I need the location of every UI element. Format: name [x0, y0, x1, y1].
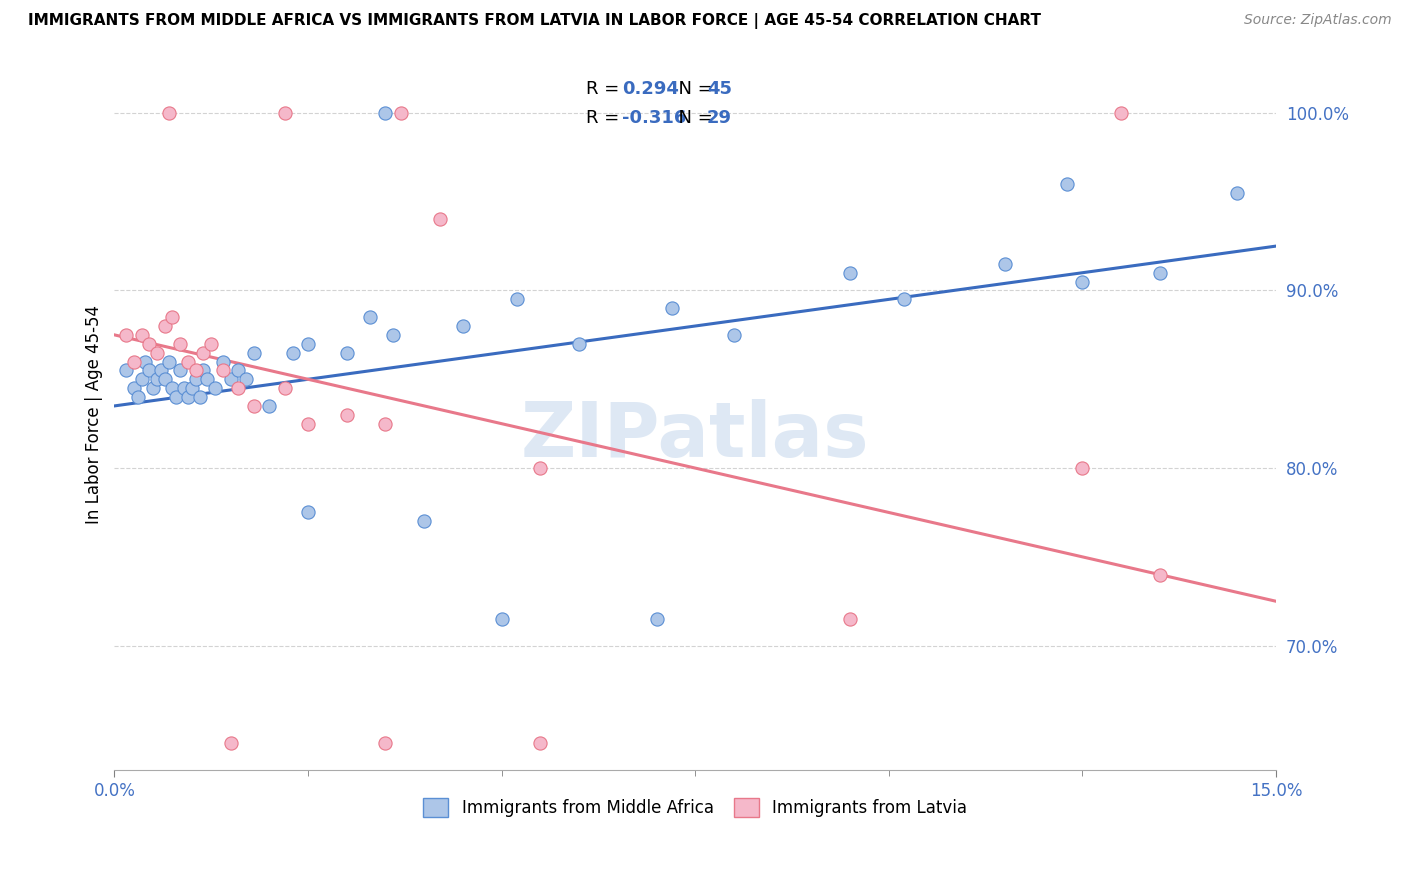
Point [374, 106, 396, 120]
Point [374, 417, 396, 431]
Point [195, 372, 218, 386]
Point [1071, 275, 1094, 289]
Point [173, 381, 195, 395]
Point [382, 327, 405, 342]
Point [157, 354, 180, 368]
Point [193, 363, 215, 377]
Point [180, 381, 202, 395]
Point [138, 336, 160, 351]
Point [188, 390, 211, 404]
Point [529, 461, 551, 475]
Point [451, 318, 474, 333]
Point [1149, 567, 1171, 582]
Point [204, 381, 226, 395]
Point [336, 408, 359, 422]
Point [169, 363, 191, 377]
Point [211, 363, 233, 377]
Text: 29: 29 [707, 109, 733, 127]
Point [243, 399, 266, 413]
Text: 0.294: 0.294 [621, 80, 679, 98]
Point [157, 106, 180, 120]
Point [115, 363, 138, 377]
Point [568, 336, 591, 351]
Text: 45: 45 [707, 80, 733, 98]
Point [297, 506, 319, 520]
Point [127, 390, 149, 404]
Point [429, 212, 451, 227]
Point [374, 736, 396, 750]
Point [134, 354, 156, 368]
Y-axis label: In Labor Force | Age 45-54: In Labor Force | Age 45-54 [86, 305, 103, 524]
Point [235, 372, 257, 386]
Point [162, 381, 184, 395]
Point [297, 417, 319, 431]
Point [211, 354, 233, 368]
Point [149, 363, 172, 377]
Point [146, 345, 169, 359]
Point [219, 736, 242, 750]
Point [336, 345, 359, 359]
Point [839, 266, 862, 280]
Point [193, 345, 215, 359]
Point [219, 372, 242, 386]
Point [122, 354, 145, 368]
Point [506, 293, 529, 307]
Point [389, 106, 412, 120]
Text: N =: N = [668, 109, 718, 127]
Point [146, 372, 169, 386]
Text: ZIPatlas: ZIPatlas [522, 399, 869, 473]
Point [184, 363, 207, 377]
Point [177, 354, 200, 368]
Point [839, 612, 862, 626]
Point [153, 372, 176, 386]
Legend: Immigrants from Middle Africa, Immigrants from Latvia: Immigrants from Middle Africa, Immigrant… [415, 789, 976, 826]
Point [359, 310, 381, 325]
Point [723, 327, 745, 342]
Point [184, 372, 207, 386]
Point [994, 257, 1017, 271]
Point [162, 310, 184, 325]
Text: R =: R = [586, 109, 626, 127]
Point [1226, 186, 1249, 200]
Point [645, 612, 668, 626]
Point [169, 336, 191, 351]
Point [153, 318, 176, 333]
Point [491, 612, 513, 626]
Point [413, 514, 436, 528]
Text: N =: N = [668, 80, 718, 98]
Point [142, 381, 165, 395]
Point [200, 336, 222, 351]
Point [529, 736, 551, 750]
Point [115, 327, 138, 342]
Point [1071, 461, 1094, 475]
Point [259, 399, 281, 413]
Point [243, 345, 266, 359]
Point [122, 381, 145, 395]
Point [131, 327, 153, 342]
Point [1056, 177, 1078, 191]
Point [281, 345, 304, 359]
Point [274, 381, 297, 395]
Point [177, 390, 200, 404]
Point [1149, 266, 1171, 280]
Point [297, 336, 319, 351]
Text: R =: R = [586, 80, 626, 98]
Point [1109, 106, 1132, 120]
Text: IMMIGRANTS FROM MIDDLE AFRICA VS IMMIGRANTS FROM LATVIA IN LABOR FORCE | AGE 45-: IMMIGRANTS FROM MIDDLE AFRICA VS IMMIGRA… [28, 13, 1040, 29]
Point [165, 390, 187, 404]
Point [893, 293, 915, 307]
Point [228, 381, 250, 395]
Point [131, 372, 153, 386]
Text: -0.316: -0.316 [621, 109, 686, 127]
Text: Source: ZipAtlas.com: Source: ZipAtlas.com [1244, 13, 1392, 28]
Point [274, 106, 297, 120]
Point [138, 363, 160, 377]
Point [661, 301, 683, 316]
Point [228, 363, 250, 377]
